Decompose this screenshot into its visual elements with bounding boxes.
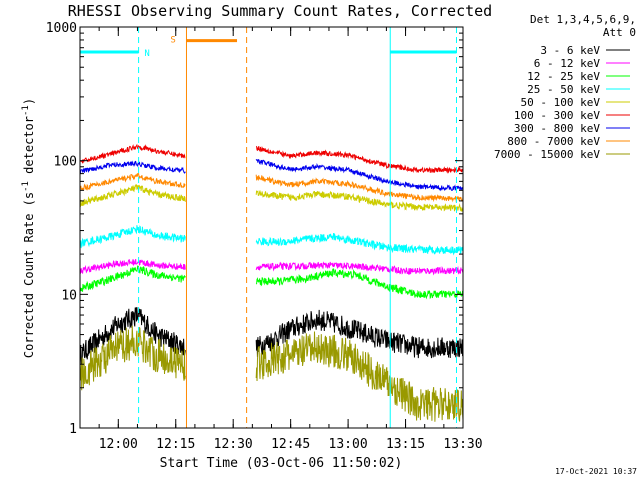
- legend-entry-label: 12 - 25 keV: [527, 70, 600, 83]
- x-tick-label: 12:30: [214, 437, 253, 452]
- y-axis-label-exponent-2: -1: [21, 105, 31, 116]
- series-trace-5-right: [255, 190, 464, 212]
- x-tick-label: 13:15: [386, 437, 425, 452]
- legend-header-detectors: Det 1,3,4,5,6,9,: [530, 13, 636, 26]
- y-tick-label: 1000: [46, 21, 77, 36]
- series-trace-2-right: [255, 261, 464, 276]
- y-tick-label: 100: [54, 155, 77, 170]
- series-trace-8-right: [255, 174, 464, 203]
- chart-title: RHESSI Observing Summary Count Rates, Co…: [68, 2, 492, 20]
- y-tick-label: 10: [61, 288, 77, 303]
- legend-entry-label: 3 - 6 keV: [540, 44, 600, 57]
- series-trace-3-left: [79, 265, 186, 292]
- x-tick-label: 12:15: [156, 437, 195, 452]
- series-trace-7-left: [79, 160, 186, 174]
- series-trace-9-left: [79, 325, 186, 391]
- x-tick-label: 12:45: [271, 437, 310, 452]
- series-trace-6-left: [79, 143, 186, 164]
- series-trace-9-right: [255, 331, 464, 422]
- legend-entry-label: 6 - 12 keV: [534, 57, 601, 70]
- series-trace-3-right: [255, 268, 464, 300]
- plot-area: NS: [79, 26, 464, 429]
- series-trace-2-left: [79, 258, 186, 274]
- series-trace-4-left: [79, 225, 186, 249]
- interval-label-2: S: [170, 36, 175, 46]
- legend-entry-label: 800 - 7000 keV: [507, 135, 600, 148]
- y-axis-label-exponent-1: -1: [21, 181, 31, 192]
- legend-entry-label: 7000 - 15000 keV: [494, 148, 600, 161]
- legend-entry-label: 50 - 100 keV: [521, 96, 601, 109]
- series-trace-8-left: [79, 172, 186, 191]
- timestamp: 17-Oct-2021 10:37: [555, 467, 637, 476]
- interval-label-1: N: [144, 49, 149, 59]
- series-trace-1-left: [79, 307, 186, 365]
- y-tick-label: 1: [69, 422, 77, 437]
- x-tick-label: 13:30: [443, 437, 482, 452]
- legend-header-attenuator: Att 0: [603, 26, 636, 39]
- series-trace-4-right: [255, 232, 464, 256]
- legend-entry-label: 100 - 300 keV: [514, 109, 600, 122]
- legend-entry-label: 25 - 50 keV: [527, 83, 600, 96]
- x-axis-label: Start Time (03-Oct-06 11:50:02): [160, 456, 403, 471]
- y-axis-label: Corrected Count Rate (s-1 detector-1): [21, 98, 36, 358]
- series-trace-7-right: [255, 159, 464, 192]
- series-trace-5-left: [79, 183, 186, 208]
- series-trace-6-right: [256, 145, 464, 174]
- series-trace-1-right: [255, 309, 464, 359]
- x-tick-label: 12:00: [99, 437, 138, 452]
- x-tick-label: 13:00: [329, 437, 368, 452]
- legend-entry-label: 300 - 800 keV: [514, 122, 600, 135]
